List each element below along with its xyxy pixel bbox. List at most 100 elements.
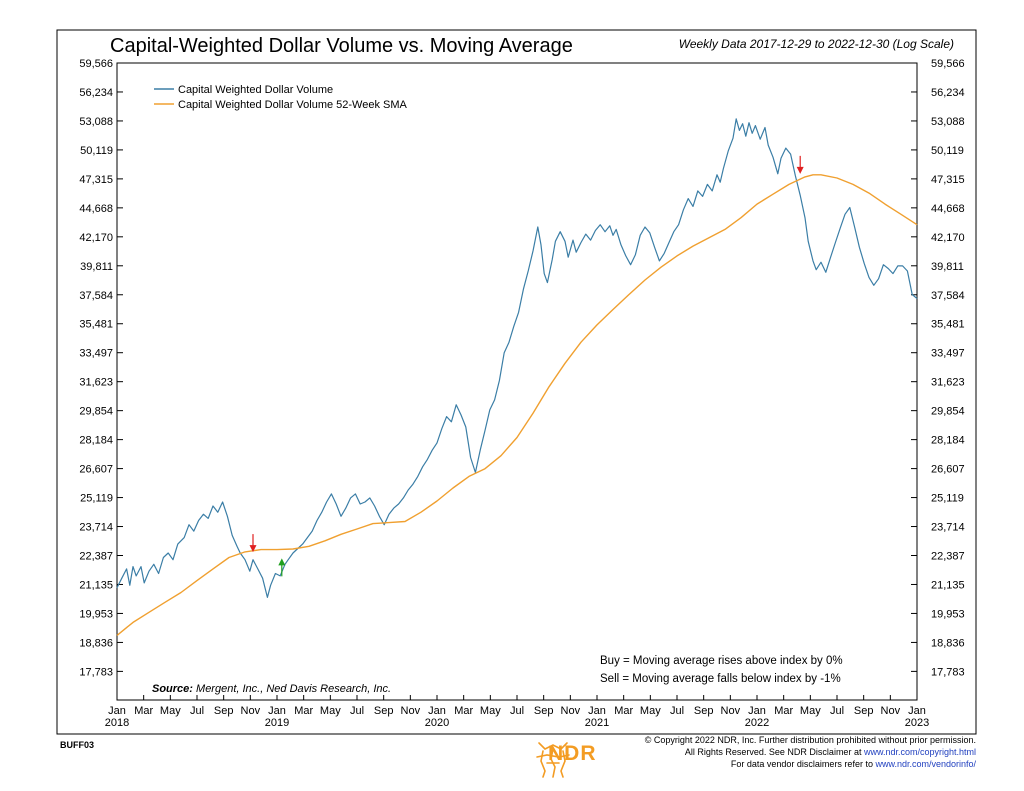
- x-tick-label: Sep: [214, 705, 234, 717]
- disclaimer-line: All Rights Reserved. See NDR Disclaimer …: [685, 747, 976, 757]
- y-tick-label-left: 50,119: [80, 145, 113, 157]
- y-tick-label-right: 47,315: [931, 174, 965, 186]
- x-tick-label: May: [640, 705, 661, 717]
- legend-label: Capital Weighted Dollar Volume 52-Week S…: [178, 99, 408, 111]
- ndr-logo-text: NDR: [548, 742, 597, 765]
- buy-arrow-icon: [278, 558, 286, 566]
- ndr-bull-icon: [536, 742, 570, 778]
- y-tick-label-left: 21,135: [79, 579, 113, 591]
- x-tick-label: Jan: [588, 705, 606, 717]
- chart-code: BUFF03: [60, 740, 95, 750]
- dollar-volume-line: [116, 118, 918, 598]
- sell-rule-note: Sell = Moving average falls below index …: [600, 673, 841, 685]
- chart-subtitle: Weekly Data 2017-12-29 to 2022-12-30 (Lo…: [678, 37, 954, 51]
- y-tick-label-right: 42,170: [931, 232, 965, 244]
- x-tick-label: Jul: [670, 705, 684, 717]
- x-tick-label: Jul: [350, 705, 364, 717]
- x-tick-label: Jan: [748, 705, 766, 717]
- y-tick-label-right: 31,623: [931, 377, 965, 389]
- x-tick-label: Mar: [294, 705, 313, 717]
- y-tick-label-right: 19,953: [931, 608, 965, 620]
- y-tick-label-left: 33,497: [79, 348, 113, 360]
- disclaimer-text: All Rights Reserved. See NDR Disclaimer …: [684, 747, 864, 757]
- y-tick-label-right: 28,184: [931, 435, 965, 447]
- y-tick-label-left: 39,811: [80, 261, 113, 273]
- y-tick-label-right: 39,811: [931, 261, 964, 273]
- sma-52-week-line: [116, 174, 918, 636]
- y-tick-label-left: 29,854: [79, 406, 113, 418]
- buy-rule-note: Buy = Moving average rises above index b…: [600, 655, 843, 667]
- y-tick-label-left: 26,607: [79, 464, 113, 476]
- x-tick-label: Sep: [534, 705, 554, 717]
- x-tick-label: Jan: [428, 705, 446, 717]
- y-tick-label-left: 35,481: [79, 319, 113, 331]
- y-tick-label-right: 44,668: [931, 203, 965, 215]
- y-tick-label-right: 26,607: [931, 464, 965, 476]
- y-tick-label-right: 59,566: [931, 58, 965, 70]
- x-year-label: 2020: [425, 717, 449, 729]
- x-year-label: 2019: [265, 717, 289, 729]
- vendor-text: For data vendor disclaimers refer to: [730, 759, 876, 769]
- x-tick-label: Jul: [510, 705, 524, 717]
- x-tick-label: Mar: [774, 705, 793, 717]
- x-tick-label: Jan: [908, 705, 926, 717]
- y-tick-label-left: 28,184: [79, 435, 113, 447]
- y-tick-label-right: 22,387: [931, 551, 965, 563]
- x-year-label: 2023: [905, 717, 929, 729]
- x-tick-label: Jul: [190, 705, 204, 717]
- copyright-line: © Copyright 2022 NDR, Inc. Further distr…: [644, 735, 976, 745]
- y-tick-label-right: 29,854: [931, 406, 965, 418]
- legend-label: Capital Weighted Dollar Volume: [178, 84, 333, 96]
- y-tick-label-left: 47,315: [79, 174, 113, 186]
- x-tick-label: Jan: [108, 705, 126, 717]
- outer-frame: [56, 29, 977, 735]
- source-text: Mergent, Inc., Ned Davis Research, Inc.: [196, 683, 392, 695]
- x-tick-label: Sep: [374, 705, 394, 717]
- x-tick-label: May: [800, 705, 821, 717]
- x-tick-label: Nov: [721, 705, 741, 717]
- y-tick-label-left: 37,584: [79, 290, 113, 302]
- x-year-label: 2018: [105, 717, 129, 729]
- x-tick-label: May: [320, 705, 341, 717]
- source-note: Source: Mergent, Inc., Ned Davis Researc…: [152, 683, 391, 695]
- x-year-label: 2022: [745, 717, 769, 729]
- x-tick-label: Mar: [134, 705, 153, 717]
- y-tick-label-left: 22,387: [79, 551, 113, 563]
- y-tick-label-right: 50,119: [931, 145, 964, 157]
- x-tick-label: Nov: [561, 705, 581, 717]
- copyright-link[interactable]: www.ndr.com/copyright.html: [863, 747, 976, 757]
- y-tick-label-right: 37,584: [931, 290, 965, 302]
- y-tick-label-left: 31,623: [79, 377, 113, 389]
- x-tick-label: Sep: [854, 705, 874, 717]
- y-tick-label-right: 33,497: [931, 348, 965, 360]
- sell-arrow-icon: [249, 545, 257, 553]
- y-tick-label-left: 23,714: [79, 522, 113, 534]
- sell-arrow-icon: [796, 166, 804, 174]
- y-tick-label-right: 17,783: [931, 666, 965, 678]
- chart-title: Capital-Weighted Dollar Volume vs. Movin…: [110, 35, 573, 57]
- y-tick-label-right: 25,119: [931, 493, 964, 505]
- y-tick-label-left: 17,783: [79, 666, 113, 678]
- x-tick-label: Mar: [614, 705, 633, 717]
- vendor-line: For data vendor disclaimers refer to www…: [731, 759, 976, 769]
- x-tick-label: May: [480, 705, 501, 717]
- y-tick-label-right: 18,836: [931, 637, 965, 649]
- source-label: Source:: [152, 683, 193, 695]
- y-tick-label-left: 59,566: [79, 58, 113, 70]
- x-year-label: 2021: [585, 717, 609, 729]
- y-tick-label-left: 42,170: [79, 232, 113, 244]
- y-tick-label-left: 25,119: [80, 493, 113, 505]
- y-tick-label-left: 53,088: [79, 116, 113, 128]
- x-tick-label: Jul: [830, 705, 844, 717]
- y-tick-label-right: 35,481: [931, 319, 965, 331]
- y-tick-label-right: 23,714: [931, 522, 965, 534]
- x-tick-label: Mar: [454, 705, 473, 717]
- x-tick-label: Sep: [694, 705, 714, 717]
- x-tick-label: May: [160, 705, 181, 717]
- vendor-link[interactable]: www.ndr.com/vendorinfo/: [875, 759, 976, 769]
- y-tick-label-left: 18,836: [79, 637, 113, 649]
- plot-frame: [116, 62, 918, 701]
- y-tick-label-right: 56,234: [931, 87, 965, 99]
- y-tick-label-right: 21,135: [931, 579, 965, 591]
